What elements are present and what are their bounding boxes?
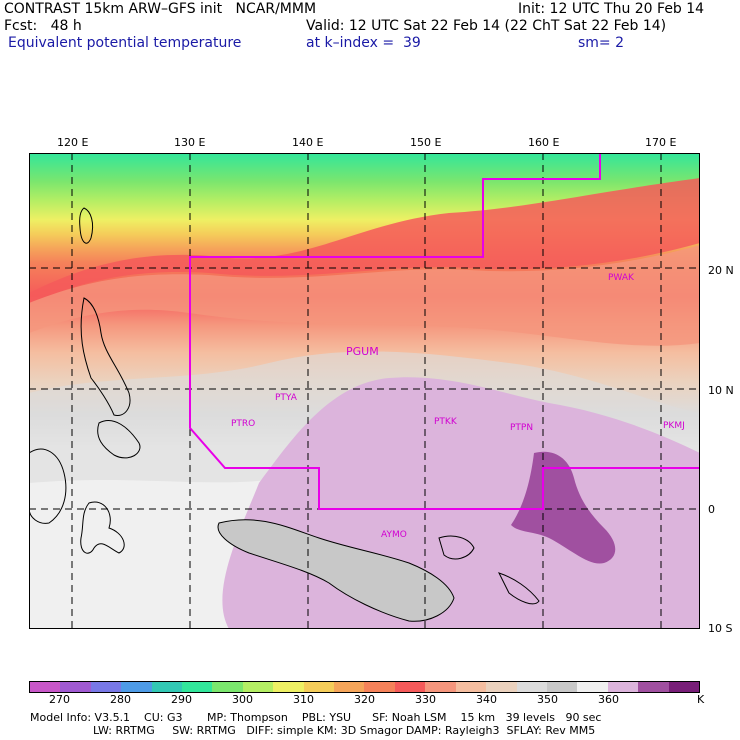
map-panel: PWAK PGUM PTYA PTRO PTKK PTPN PKMJ AYMO	[29, 153, 700, 629]
salmon-band	[29, 245, 700, 346]
land-borneo	[29, 448, 67, 524]
colorbar	[29, 681, 700, 693]
forecast-hour: Fcst: 48 h	[4, 18, 82, 34]
lon-label-120e: 120 E	[57, 136, 89, 149]
station-label: PTKK	[434, 417, 457, 427]
colorbar-segment	[638, 682, 669, 692]
colorbar-segment	[668, 682, 699, 692]
colorbar-tick: 360	[598, 693, 619, 706]
lon-label-140e: 140 E	[292, 136, 324, 149]
colorbar-segment	[90, 682, 122, 692]
dark-purple-core	[511, 451, 616, 564]
init-time: Init: 12 UTC Thu 20 Feb 14	[518, 1, 705, 17]
land-sulawesi	[80, 501, 125, 554]
station-label: AYMO	[381, 530, 407, 540]
domain-boundary	[189, 153, 700, 510]
colorbar-segment	[486, 682, 517, 692]
lon-label-130e: 130 E	[174, 136, 206, 149]
station-label: PGUM	[346, 345, 379, 358]
colorbar-tick: 330	[415, 693, 436, 706]
colorbar-segment	[394, 682, 426, 692]
land-mindanao	[97, 420, 141, 459]
colorbar-segment	[182, 682, 213, 692]
lat-label-20n: 20 N	[708, 264, 734, 277]
colorbar-tick: 270	[49, 693, 70, 706]
colorbar-segment	[455, 682, 487, 692]
colorbar-tick: 280	[110, 693, 131, 706]
colorbar-segment	[425, 682, 456, 692]
lat-label-0: 0	[708, 503, 715, 516]
lon-label-170e: 170 E	[645, 136, 677, 149]
lon-label-160e: 160 E	[528, 136, 560, 149]
colorbar-segment	[151, 682, 183, 692]
model-info-line2: LW: RRTMG SW: RRTMG DIFF: simple KM: 3D …	[30, 724, 596, 737]
land-luzon	[80, 297, 131, 417]
colorbar-segment	[546, 682, 578, 692]
land-new-britain	[438, 535, 475, 560]
colorbar-segment	[242, 682, 274, 692]
colorbar-tick: 290	[171, 693, 192, 706]
colorbar-tick: 300	[232, 693, 253, 706]
colorbar-tick: 350	[537, 693, 558, 706]
field-name: Equivalent potential temperature	[8, 35, 242, 51]
colorbar-unit: K	[697, 693, 705, 706]
station-label: PTYA	[275, 393, 297, 403]
colorbar-segment	[364, 682, 395, 692]
model-info-line1: Model Info: V3.5.1 CU: G3 MP: Thompson P…	[30, 711, 602, 724]
colorbar-segment	[273, 682, 304, 692]
colorbar-segment	[334, 682, 365, 692]
colorbar-tick: 340	[476, 693, 497, 706]
model-title: CONTRAST 15km ARW–GFS init NCAR/MMM	[4, 1, 317, 17]
grid-lines	[29, 153, 700, 629]
theta-e-map	[29, 153, 700, 629]
colorbar-segment	[60, 682, 91, 692]
colorbar-segment	[303, 682, 335, 692]
colorbar-segment	[607, 682, 639, 692]
valid-time: Valid: 12 UTC Sat 22 Feb 14 (22 ChT Sat …	[306, 18, 667, 34]
colorbar-segment	[30, 682, 61, 692]
map-frame	[29, 153, 700, 629]
colorbar-segment	[516, 682, 547, 692]
red-band	[29, 178, 700, 303]
land-new-guinea	[217, 519, 455, 622]
lon-label-150e: 150 E	[410, 136, 442, 149]
lat-label-10n: 10 N	[708, 384, 734, 397]
station-label: PWAK	[608, 273, 634, 283]
station-label: PKMJ	[663, 421, 685, 431]
station-label: PTPN	[510, 423, 534, 433]
colorbar-segment	[212, 682, 243, 692]
colorbar-segment	[121, 682, 152, 692]
smoothing: sm= 2	[578, 35, 625, 51]
land-solomons	[498, 572, 540, 605]
land-taiwan	[79, 207, 94, 244]
colorbar-tick: 310	[293, 693, 314, 706]
colorbar-segment	[577, 682, 608, 692]
station-label: PTRO	[231, 419, 256, 429]
k-index: at k–index = 39	[306, 35, 421, 51]
colorbar-tick: 320	[354, 693, 375, 706]
lat-label-10s: 10 S	[708, 622, 733, 635]
